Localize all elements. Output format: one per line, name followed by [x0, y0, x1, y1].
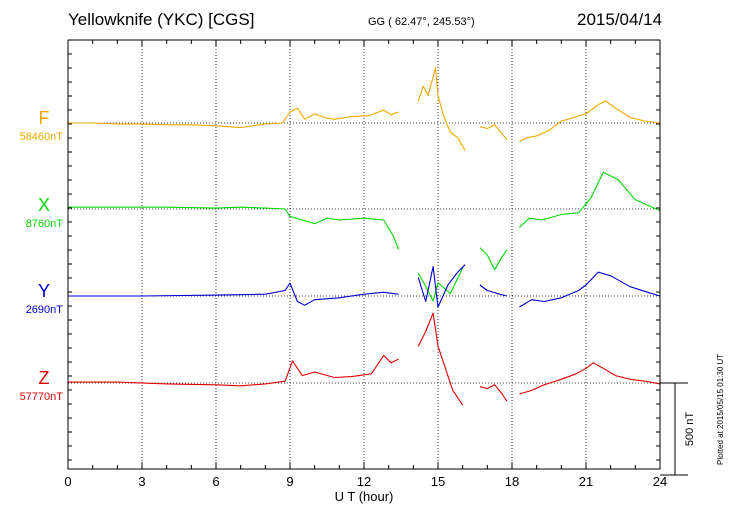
x-axis-label: U T (hour)	[335, 489, 394, 504]
series-traces	[68, 67, 661, 406]
series-line-z	[519, 362, 661, 395]
station-coordinates: GG ( 62.47°, 245.53°)	[368, 16, 475, 28]
series-baseline-z: 57770nT	[20, 391, 64, 403]
series-line-f	[417, 67, 466, 151]
series-labels: F 58460nT X 8760nT Y 2690nT Z 57770nT	[20, 108, 64, 403]
series-line-y	[479, 284, 508, 297]
series-line-f	[68, 107, 399, 129]
station-title: Yellowknife (YKC) [CGS]	[68, 10, 255, 29]
series-baseline-y: 2690nT	[26, 304, 64, 316]
x-tick-label: 15	[431, 474, 445, 489]
series-line-f	[519, 100, 661, 142]
x-tick-label: 18	[505, 474, 519, 489]
chart-date: 2015/04/14	[577, 10, 663, 29]
plotted-timestamp: Plotted at 2015/05/15 01:30 UT	[716, 353, 725, 465]
series-baseline-f: 58460nT	[20, 131, 64, 143]
grid	[141, 40, 587, 469]
series-line-x	[479, 247, 508, 271]
x-tick-label: 6	[212, 474, 219, 489]
scale-bar-label: 500 nT	[684, 412, 696, 447]
series-line-x	[417, 267, 464, 302]
series-name-z: Z	[39, 368, 50, 388]
x-tick-label: 3	[138, 474, 145, 489]
x-tick-label: 21	[579, 474, 593, 489]
x-tick-label: 9	[286, 474, 293, 489]
series-line-y	[68, 282, 399, 306]
series-line-z	[417, 312, 464, 406]
series-line-y	[417, 264, 466, 308]
plot-frame	[67, 39, 661, 470]
series-line-z	[479, 384, 508, 402]
x-tick-label: 0	[64, 474, 71, 489]
x-tick-label: 12	[357, 474, 371, 489]
series-line-y	[519, 271, 661, 308]
series-line-z	[68, 354, 399, 387]
series-name-x: X	[38, 195, 50, 215]
x-axis: 0 3 6 9 12 15 18 21 24 U T (hour)	[64, 39, 667, 504]
x-tick-label: 24	[653, 474, 667, 489]
series-line-x	[519, 171, 661, 228]
series-name-f: F	[39, 108, 50, 128]
scale-bar: 500 nT	[660, 382, 696, 476]
series-line-x	[68, 206, 400, 250]
series-baseline-x: 8760nT	[26, 218, 64, 230]
series-line-f	[479, 124, 508, 140]
series-name-y: Y	[38, 281, 50, 301]
